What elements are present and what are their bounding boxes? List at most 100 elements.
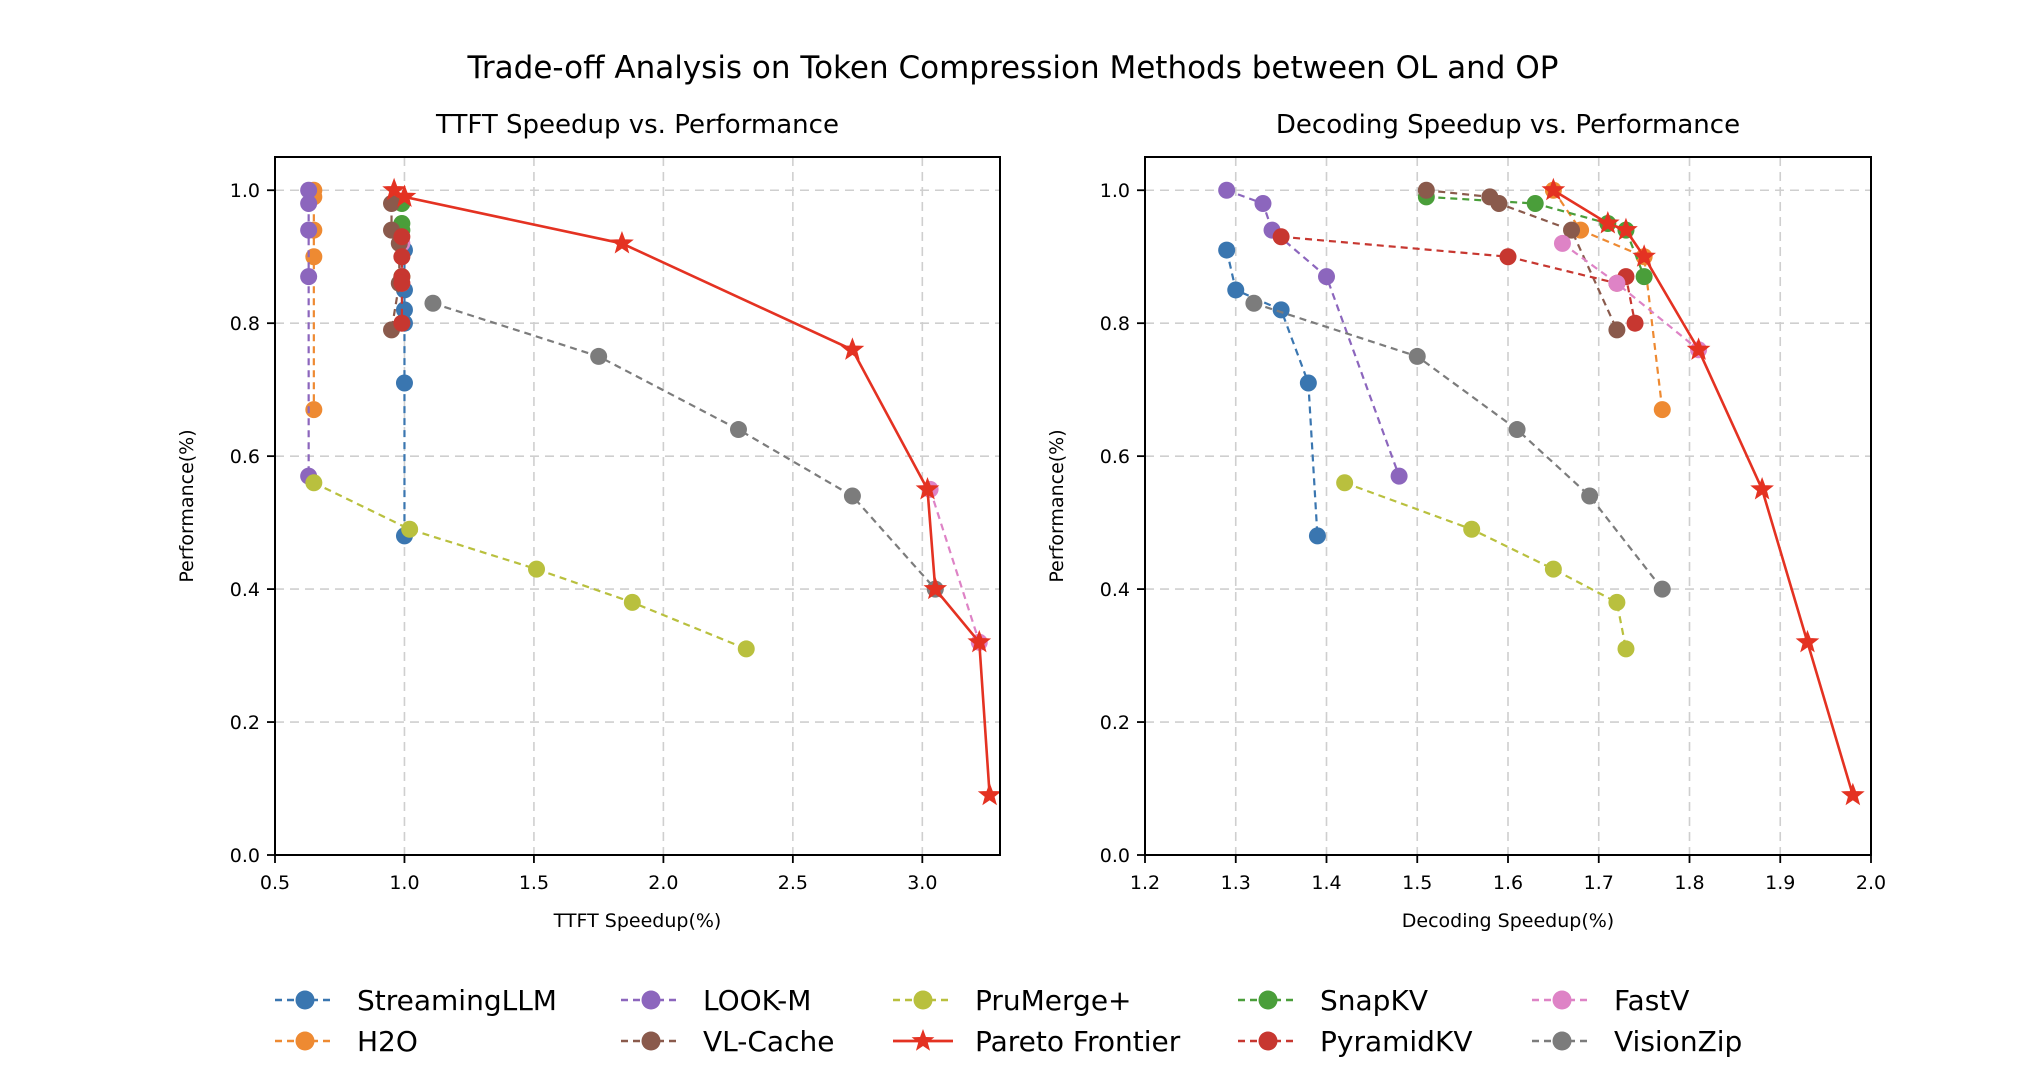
data-point (305, 401, 323, 419)
legend-label: FastV (1614, 984, 1689, 1017)
data-point-star (977, 782, 1000, 806)
data-point (1463, 520, 1481, 538)
data-point (1608, 274, 1626, 292)
series-prumerge- (1336, 474, 1635, 658)
data-point (1218, 241, 1236, 259)
data-point-star (915, 476, 940, 500)
data-point (1336, 474, 1354, 492)
series-look-m (1218, 181, 1408, 485)
series-line (1253, 302, 1664, 590)
series-vl-cache (1417, 181, 1626, 339)
x-tick-label: 1.2 (1130, 872, 1160, 894)
data-point (1299, 374, 1317, 392)
legend-entry-look-m: LOOK-M (621, 984, 811, 1017)
data-point (623, 593, 641, 611)
legend-marker (1258, 1031, 1278, 1051)
legend-entry-fastv: FastV (1532, 984, 1689, 1017)
data-point (1653, 401, 1671, 419)
data-point (1308, 527, 1326, 545)
data-point-star (382, 177, 406, 201)
x-tick-label: 1.6 (1493, 872, 1523, 894)
y-tick-label: 0.6 (1100, 446, 1130, 468)
y-tick-label: 0.8 (230, 313, 260, 335)
x-tick-label: 2.0 (648, 872, 678, 894)
x-tick-label: 2.0 (1856, 872, 1886, 894)
x-tick-label: 1.7 (1584, 872, 1614, 894)
data-point (1626, 314, 1644, 332)
data-point (1490, 195, 1508, 213)
data-point (1608, 321, 1626, 339)
x-tick-label: 1.9 (1765, 872, 1795, 894)
data-point-star (1595, 211, 1620, 234)
x-tick-label: 1.5 (519, 872, 549, 894)
data-point (393, 248, 411, 266)
legend-entry-vl-cache: VL-Cache (621, 1025, 834, 1058)
series-line (1561, 242, 1700, 351)
legend-marker-star (911, 1029, 935, 1051)
data-point (590, 347, 608, 365)
series-pyramidkv (393, 228, 411, 332)
series-look-m (300, 181, 318, 485)
panel-title: TTFT Speedup vs. Performance (435, 110, 839, 140)
data-point-star (1541, 177, 1566, 201)
data-point-star (1795, 629, 1820, 653)
data-point (1617, 640, 1635, 658)
series-line (1552, 189, 1664, 410)
series-line (393, 189, 991, 796)
data-point (1390, 467, 1408, 485)
panel-2: 1.2 1.3 1.4 1.5 1.6 1.7 1.8 1.9 2.0 0.0 0.2 0.4 0.6 0… (1046, 110, 1886, 932)
y-axis-label: Performance(%) (1046, 429, 1068, 582)
data-point (737, 640, 755, 658)
data-point (300, 268, 318, 286)
panel-1: 0.5 1.0 1.5 2.0 2.5 3.0 0.0 0.2 0.4 0.6 0.8 1.0 TTFT… (176, 110, 1001, 932)
legend-label: LOOK-M (703, 984, 811, 1017)
legend-label: VL-Cache (703, 1025, 834, 1058)
y-tick-label: 0.4 (230, 579, 260, 601)
data-point (300, 221, 318, 239)
y-tick-label: 1.0 (230, 180, 260, 202)
series-line (1226, 189, 1401, 477)
x-axis-label: Decoding Speedup(%) (1402, 910, 1614, 932)
y-tick-label: 0.0 (230, 845, 260, 867)
legend-marker (1552, 1031, 1572, 1051)
legend-marker (1258, 990, 1278, 1010)
data-point (1245, 294, 1263, 312)
y-tick-label: 0.2 (230, 712, 260, 734)
data-point (843, 487, 861, 505)
data-point (1218, 181, 1236, 199)
plot-panels: 0.5 1.0 1.5 2.0 2.5 3.0 0.0 0.2 0.4 0.6 0.8 1.0 TTFT… (176, 110, 1886, 932)
data-point (1544, 560, 1562, 578)
legend-marker (295, 990, 315, 1010)
data-point (1653, 580, 1671, 598)
data-point-star (923, 576, 948, 600)
data-point (395, 374, 413, 392)
data-point-star (840, 337, 865, 360)
plot-frame (274, 156, 1001, 856)
y-tick-label: 0.8 (1100, 313, 1130, 335)
x-tick-label: 1.8 (1674, 872, 1704, 894)
chart-legend: StreamingLLM LOOK-M PruMerge+ SnapKV FastV H2… (275, 984, 1742, 1058)
data-point-star (610, 230, 634, 254)
x-tick-label: 1.0 (389, 872, 419, 894)
legend-entry-prumerge-: PruMerge+ (893, 984, 1132, 1017)
data-point (729, 421, 747, 439)
legend-entry-visionzip: VisionZip (1532, 1025, 1742, 1058)
series-pareto-frontier (382, 177, 1000, 806)
series-line (929, 489, 981, 643)
series-line (432, 302, 937, 590)
y-tick-label: 0.0 (1100, 845, 1130, 867)
legend-label: SnapKV (1320, 984, 1428, 1017)
series-group (1218, 177, 1865, 806)
legend-marker (913, 990, 933, 1010)
x-tick-label: 3.0 (907, 872, 937, 894)
data-point (300, 195, 318, 213)
legend-marker (641, 1031, 661, 1051)
data-point (1526, 195, 1544, 213)
data-point (1635, 268, 1653, 286)
series-visionzip (1245, 294, 1671, 598)
series-visionzip (424, 294, 944, 598)
gridlines (274, 157, 1000, 856)
x-tick-label: 1.4 (1311, 872, 1341, 894)
data-point (1408, 347, 1426, 365)
data-point (395, 301, 413, 319)
